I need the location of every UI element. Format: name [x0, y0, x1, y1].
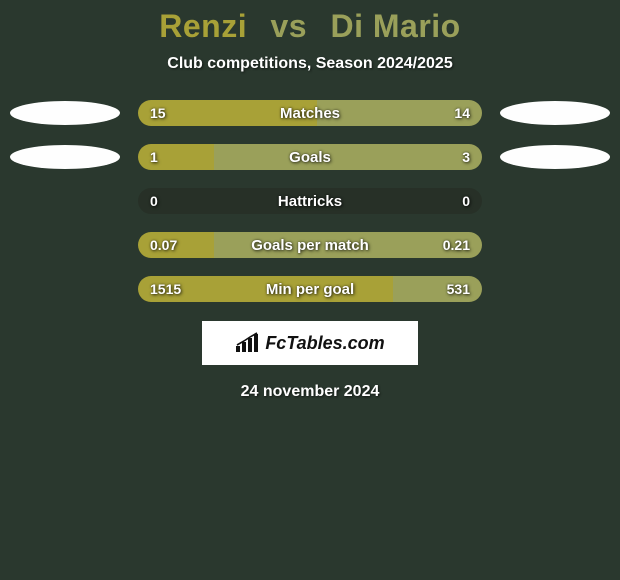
- title-vs: vs: [271, 8, 308, 44]
- comparison-row: 1514Matches: [0, 101, 620, 125]
- right-marker: [500, 101, 610, 125]
- title-player2: Di Mario: [330, 8, 460, 44]
- logo: FcTables.com: [235, 332, 384, 354]
- title: Renzi vs Di Mario: [0, 8, 620, 45]
- bar-label: Goals per match: [138, 232, 482, 258]
- bar-label: Hattricks: [138, 188, 482, 214]
- right-marker: [500, 189, 610, 213]
- bar-label: Matches: [138, 100, 482, 126]
- right-marker: [500, 277, 610, 301]
- title-player1: Renzi: [159, 8, 247, 44]
- bars-icon: [235, 332, 261, 354]
- comparison-bar: 13Goals: [138, 144, 482, 170]
- right-marker: [500, 145, 610, 169]
- comparison-rows: 1514Matches 13Goals 00Hattricks 0.070.21Goa…: [0, 101, 620, 301]
- comparison-row: 00Hattricks: [0, 189, 620, 213]
- bar-label: Min per goal: [138, 276, 482, 302]
- left-marker: [10, 101, 120, 125]
- right-marker: [500, 233, 610, 257]
- infographic-container: Renzi vs Di Mario Club competitions, Sea…: [0, 0, 620, 401]
- date: 24 november 2024: [0, 383, 620, 401]
- bar-label: Goals: [138, 144, 482, 170]
- comparison-bar: 1514Matches: [138, 100, 482, 126]
- comparison-row: 0.070.21Goals per match: [0, 233, 620, 257]
- subtitle: Club competitions, Season 2024/2025: [0, 55, 620, 73]
- left-marker: [10, 233, 120, 257]
- left-marker: [10, 189, 120, 213]
- comparison-bar: 1515531Min per goal: [138, 276, 482, 302]
- comparison-row: 1515531Min per goal: [0, 277, 620, 301]
- logo-text: FcTables.com: [265, 333, 384, 354]
- left-marker: [10, 145, 120, 169]
- comparison-row: 13Goals: [0, 145, 620, 169]
- comparison-bar: 00Hattricks: [138, 188, 482, 214]
- logo-box: FcTables.com: [202, 321, 418, 365]
- left-marker: [10, 277, 120, 301]
- comparison-bar: 0.070.21Goals per match: [138, 232, 482, 258]
